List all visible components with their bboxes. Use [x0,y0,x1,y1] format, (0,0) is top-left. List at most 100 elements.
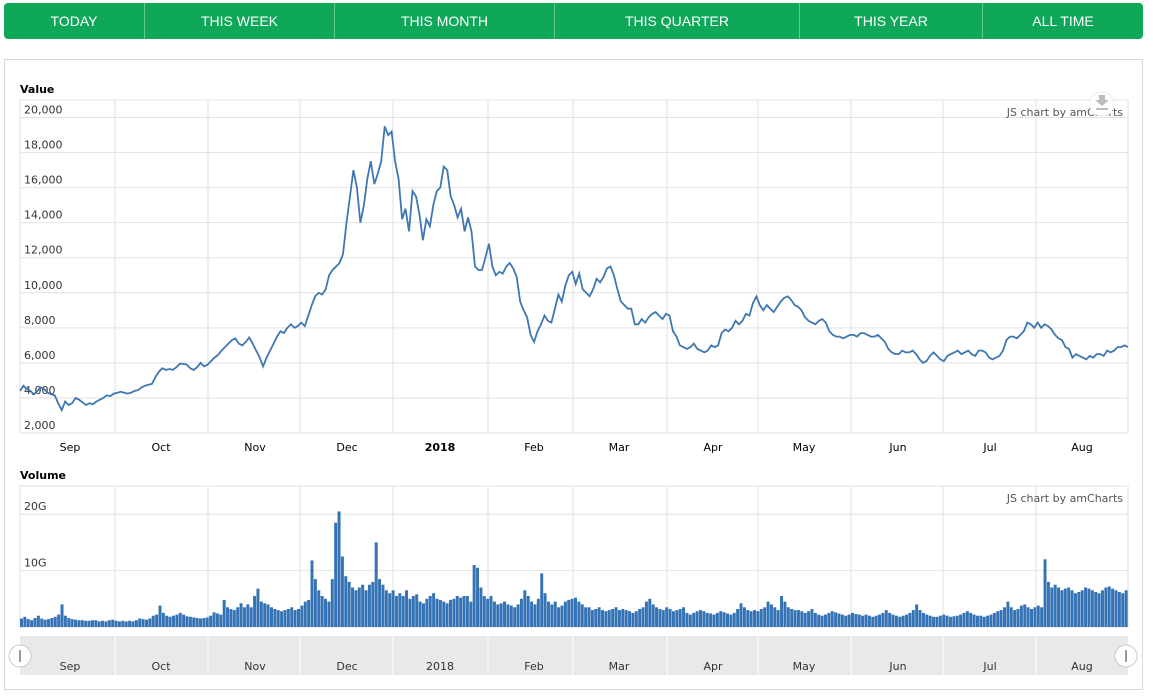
volume-bar [888,612,892,627]
volume-bar [215,613,219,627]
volume-bar [698,610,702,627]
export-button[interactable] [1089,91,1115,117]
volume-bar [611,609,615,627]
tab-this-week[interactable]: THIS WEEK [145,3,335,39]
volume-panel-credit[interactable]: JS chart by amCharts [1006,492,1123,505]
volume-bar [807,611,811,627]
volume-bar [979,615,983,627]
value-y-tick-label: 2,000 [24,419,56,432]
volume-bar [144,619,148,627]
volume-bar [969,612,973,627]
value-y-tick-label: 20,000 [24,104,63,117]
value-y-tick-label: 4,000 [24,384,56,397]
value-line [19,125,1129,413]
volume-bar [790,609,794,627]
volume-bar [219,614,223,627]
volume-bar [53,616,57,627]
volume-bar [901,615,905,627]
volume-bar [540,573,544,627]
volume-bar [138,618,142,627]
volume-bar [374,542,378,627]
volume-bar [1019,605,1023,627]
volume-bar [884,610,888,627]
value-x-tick-label: May [793,441,816,454]
volume-bar [1084,587,1088,627]
volume-bar [178,612,182,627]
volume-bar [746,610,750,627]
volume-bar [577,601,581,627]
volume-bar [570,598,574,627]
volume-bar [1124,590,1128,627]
volume-bar [1114,590,1118,627]
volume-bar [367,584,371,627]
volume-bar [854,614,858,627]
tab-this-quarter[interactable]: THIS QUARTER [555,3,800,39]
volume-bar [276,610,280,627]
volume-bar [418,601,422,627]
volume-bar [1097,593,1101,627]
volume-bar [648,598,652,627]
volume-bar [222,599,226,627]
volume-bar [442,601,446,627]
scrollbar-right-handle[interactable] [1114,644,1138,668]
volume-bar [682,607,686,627]
volume-bar [307,599,311,627]
volume-bar [499,603,503,627]
volume-bar [175,614,179,627]
value-grid [19,99,1129,434]
scrollbar-track[interactable] [20,636,1128,675]
volume-bar [519,598,523,627]
volume-bar [1111,588,1115,627]
volume-bar [347,581,351,627]
volume-bar [1117,592,1121,627]
volume-bar [793,610,797,627]
scrollbar-left-handle[interactable] [8,644,32,668]
volume-bar [67,618,71,627]
volume-bar [759,609,763,627]
chart-scrollbar[interactable]: Sep Oct Nov Dec 2018 Feb Mar Apr May Jun Jul Aug [8,636,1138,675]
value-x-tick-label: Sep [60,441,81,454]
volume-y-tick-label: 20G [24,500,47,513]
volume-bar [121,620,125,627]
value-y-tick-label: 16,000 [24,174,63,187]
download-icon [1095,95,1109,110]
scrollbar-label: Mar [609,660,630,673]
volume-bar [999,610,1003,627]
volume-bar [107,620,111,627]
tab-this-month[interactable]: THIS MONTH [335,3,555,39]
volume-bar [1003,607,1006,627]
volume-bar [340,556,344,627]
volume-bar [36,615,40,627]
volume-bar [205,617,209,627]
volume-bar [1094,592,1098,627]
tab-all-time[interactable]: ALL TIME [1032,13,1094,29]
volume-bar [476,567,480,627]
volume-bar [928,615,932,627]
volume-bar [134,620,138,627]
volume-bar [705,612,709,627]
volume-bar [695,611,699,627]
volume-bar [685,612,689,627]
volume-bar [1104,587,1108,627]
volume-bar [117,621,121,627]
volume-bar [452,598,456,627]
volume-bar [60,604,64,627]
tab-this-year[interactable]: THIS YEAR [800,3,983,39]
volume-bar [861,615,865,627]
volume-bar [492,601,496,627]
volume-bar [192,617,196,627]
volume-bar [185,616,189,627]
tab-today[interactable]: TODAY [4,3,145,39]
volume-bar [675,610,679,627]
volume-bar [712,614,716,627]
volume-bar [303,601,307,627]
volume-bar [513,607,517,627]
volume-bar [26,619,30,627]
volume-bar [361,584,365,627]
volume-bar [975,615,979,627]
value-y-tick-label: 18,000 [24,139,63,152]
volume-bar [344,576,348,627]
volume-bar [310,560,314,627]
volume-bar [823,614,827,627]
volume-bar [702,611,706,627]
